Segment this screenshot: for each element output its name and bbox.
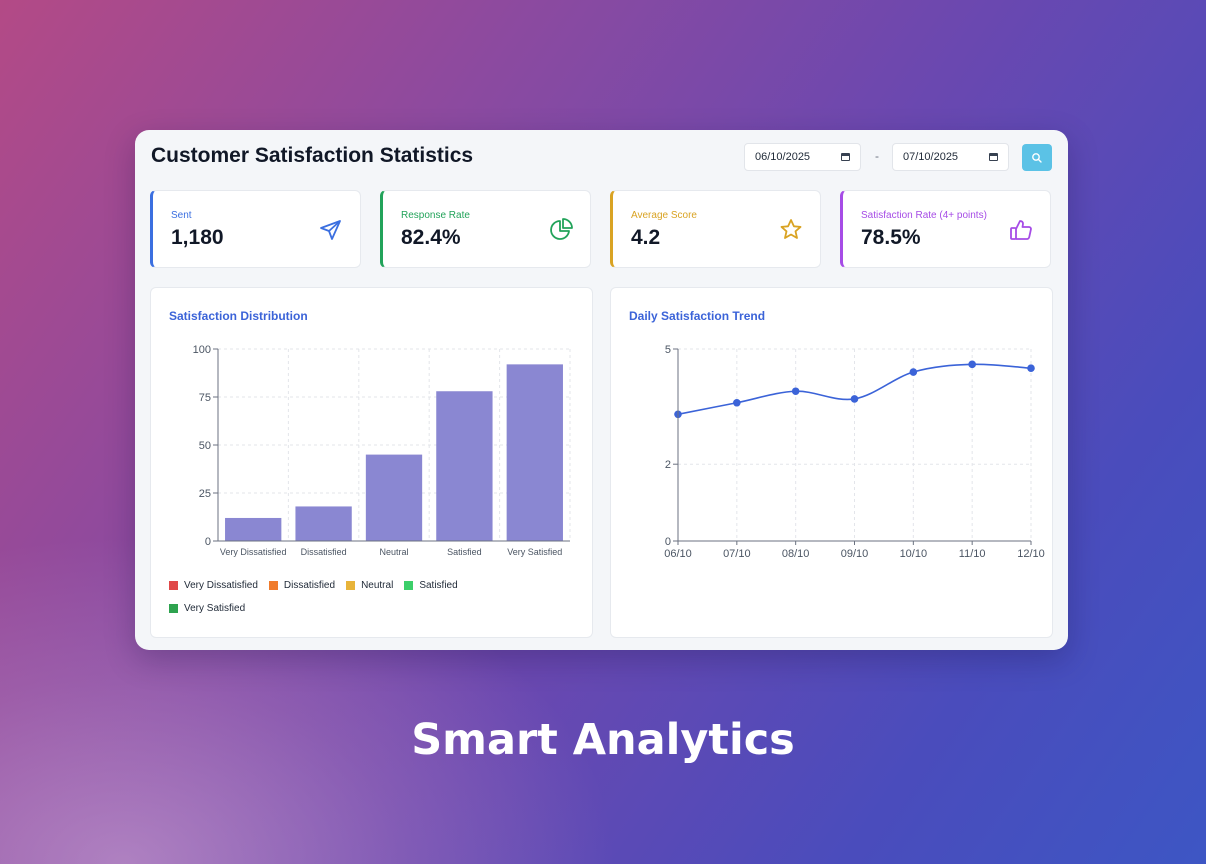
calendar-icon[interactable] [989, 153, 998, 161]
x-tick-label: 09/10 [841, 548, 869, 560]
x-tick-label: 12/10 [1017, 548, 1045, 560]
legend-item[interactable]: Dissatisfied [268, 580, 336, 591]
x-tick-label: 07/10 [723, 548, 751, 560]
bar[interactable] [506, 364, 563, 541]
legend-item[interactable]: Neutral [346, 580, 393, 591]
x-tick-label: Very Dissatisfied [220, 547, 287, 557]
legend-swatch [346, 581, 356, 590]
legend-label: Dissatisfied [283, 580, 336, 591]
stat-value: 4.2 [631, 226, 661, 249]
data-point[interactable] [968, 360, 976, 369]
x-tick-label: 06/10 [664, 548, 692, 560]
y-tick-label: 75 [199, 392, 211, 404]
legend-item[interactable]: Very Satisfied [169, 603, 245, 614]
search-button[interactable] [1022, 144, 1052, 171]
legend-swatch [169, 604, 178, 613]
trend-line [677, 363, 1032, 416]
trend-line-chart: 0 2 5 06/10 07/10 08/10 09/10 10/10 11/10 12/10 [664, 344, 1045, 560]
trend-title: Daily Satisfaction Trend [629, 309, 766, 323]
x-tick-label: 11/10 [959, 548, 986, 560]
y-tick-label: 5 [665, 344, 671, 356]
stat-label: Response Rate [401, 210, 470, 221]
x-tick-label: 08/10 [782, 548, 810, 560]
legend-item[interactable]: Very Dissatisfied [169, 580, 258, 591]
send-icon [320, 220, 341, 240]
legend-label: Neutral [361, 580, 394, 591]
legend-swatch [404, 581, 414, 590]
data-point[interactable] [1027, 364, 1035, 372]
y-tick-label: 25 [199, 488, 211, 500]
date-from-input[interactable]: 06/10/2025 [744, 143, 861, 171]
x-tick-label: Neutral [379, 547, 408, 557]
stat-card-satisfaction-rate: Satisfaction Rate (4+ points) 78.5% [840, 190, 1051, 268]
y-tick-label: 50 [199, 440, 211, 452]
dashboard-card: Customer Satisfaction Statistics 06/10/2… [135, 130, 1068, 650]
trend-panel: Daily Satisfaction Trend 0 2 5 06/10 07/10 08… [610, 287, 1053, 638]
y-tick-label: 0 [205, 536, 211, 548]
distribution-legend: Very Dissatisfied Dissatisfied Neutral Sati… [169, 580, 529, 626]
stat-value: 82.4% [401, 226, 461, 249]
pie-chart-icon [550, 218, 573, 240]
stat-label: Sent [171, 210, 192, 221]
data-point[interactable] [791, 387, 800, 396]
star-icon [780, 219, 802, 239]
stat-card-response-rate: Response Rate 82.4% [380, 190, 591, 268]
bar[interactable] [365, 454, 423, 541]
stat-label: Average Score [631, 210, 697, 221]
x-tick-label: Dissatisfied [301, 547, 347, 557]
date-to-value: 07/10/2025 [903, 151, 959, 163]
legend-label: Very Satisfied [184, 603, 246, 614]
distribution-panel: Satisfaction Distribution 0 25 50 75 100 Very… [150, 287, 593, 638]
footer-title: Smart Analytics [411, 715, 795, 765]
bar[interactable] [436, 391, 493, 541]
data-point[interactable] [733, 398, 741, 407]
x-tick-label: Satisfied [447, 547, 482, 557]
thumbs-up-icon [1010, 220, 1032, 240]
stat-value: 1,180 [171, 226, 224, 249]
stat-label: Satisfaction Rate (4+ points) [861, 210, 987, 221]
y-tick-label: 100 [193, 344, 211, 356]
legend-item[interactable]: Satisfied [404, 580, 458, 591]
page-title: Customer Satisfaction Statistics [151, 144, 474, 167]
stat-card-sent: Sent 1,180 [150, 190, 361, 268]
bar[interactable] [295, 506, 352, 541]
stat-value: 78.5% [861, 226, 921, 249]
legend-label: Satisfied [419, 580, 458, 591]
data-point[interactable] [850, 395, 859, 403]
bar[interactable] [225, 517, 282, 541]
stat-card-average-score: Average Score 4.2 [610, 190, 821, 268]
date-separator: - [875, 149, 879, 163]
x-tick-label: 10/10 [900, 548, 928, 560]
search-icon [1032, 152, 1042, 163]
date-from-value: 06/10/2025 [755, 151, 811, 163]
y-tick-label: 0 [665, 536, 671, 548]
y-tick-label: 2 [665, 459, 671, 471]
data-point[interactable] [909, 368, 918, 376]
date-to-input[interactable]: 07/10/2025 [892, 143, 1009, 171]
distribution-title: Satisfaction Distribution [169, 309, 308, 323]
legend-swatch [169, 581, 178, 590]
legend-swatch [268, 581, 278, 590]
legend-label: Very Dissatisfied [184, 580, 258, 591]
x-tick-label: Very Satisfied [507, 547, 562, 557]
distribution-bar-chart: 0 25 50 75 100 Very Dissatisfied Dissatisfied N… [193, 344, 571, 557]
calendar-icon[interactable] [841, 153, 850, 161]
